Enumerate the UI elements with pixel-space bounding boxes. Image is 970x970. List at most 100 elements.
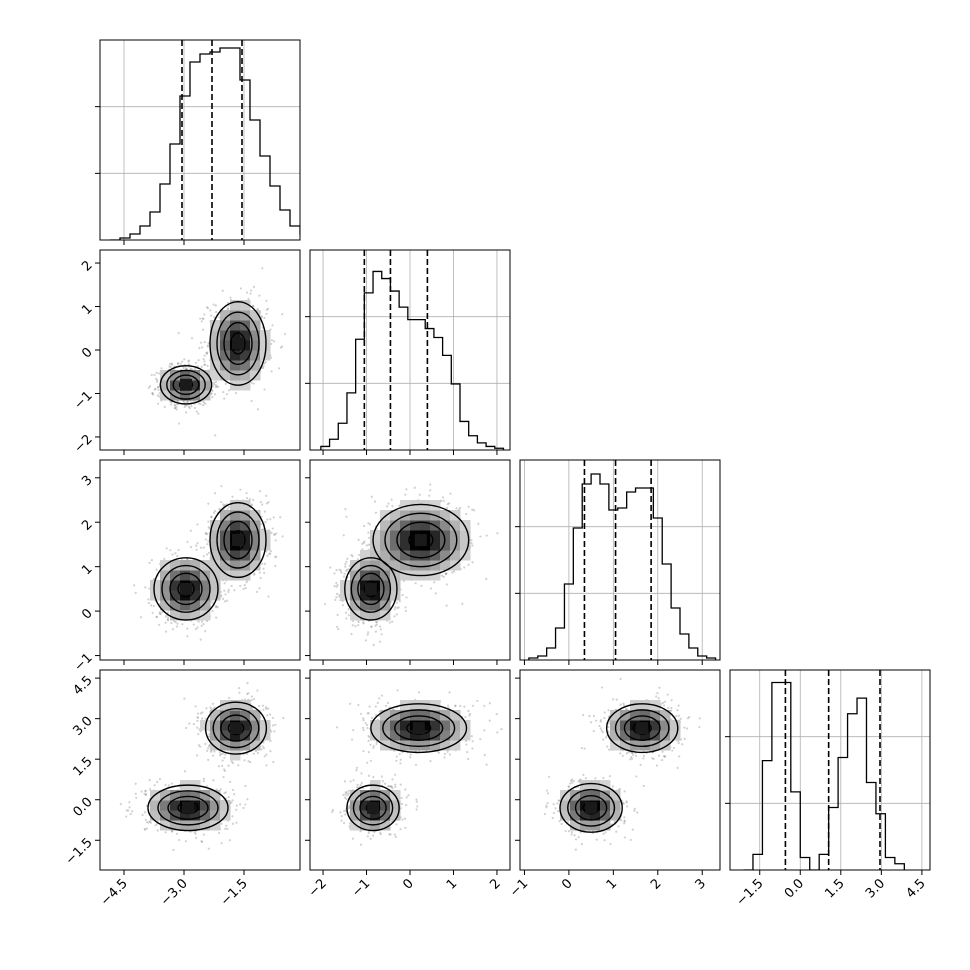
contour-2-1 bbox=[220, 714, 252, 742]
density-cell bbox=[420, 710, 431, 721]
density-cell bbox=[360, 790, 371, 801]
density-cell bbox=[160, 800, 171, 811]
density-cell bbox=[170, 820, 181, 831]
density-cell bbox=[220, 530, 231, 541]
density-cell bbox=[220, 370, 231, 381]
contour-1-1 bbox=[216, 511, 260, 569]
density-cell bbox=[190, 580, 201, 591]
density-cell bbox=[460, 530, 471, 541]
density-cell bbox=[220, 310, 231, 321]
density-cell bbox=[220, 540, 231, 551]
density-cell bbox=[170, 800, 181, 811]
density-cell bbox=[190, 570, 201, 581]
y-tick-label-1-3: 1 bbox=[79, 302, 95, 318]
density-cell bbox=[220, 320, 231, 331]
density-cell bbox=[390, 800, 401, 811]
density-cell bbox=[590, 810, 601, 821]
density-cell bbox=[610, 800, 621, 811]
density-cell bbox=[170, 370, 181, 381]
density-cell bbox=[390, 810, 401, 821]
density-cell bbox=[240, 530, 251, 541]
contour-2-0 bbox=[359, 795, 387, 820]
density-cell bbox=[650, 720, 661, 731]
density-cell bbox=[440, 510, 451, 521]
density-cell bbox=[400, 520, 411, 531]
y-tick-label-1-2: 0 bbox=[79, 345, 95, 361]
density-cell bbox=[390, 730, 401, 741]
contour-0-1 bbox=[204, 701, 268, 755]
density-cell bbox=[160, 590, 171, 601]
x-tick-label-2-3: 2 bbox=[648, 876, 664, 892]
density-cell bbox=[160, 570, 171, 581]
contour-0-1 bbox=[605, 703, 679, 754]
contour-1-1 bbox=[382, 709, 456, 748]
density-cell bbox=[210, 520, 221, 531]
density-cell bbox=[180, 610, 191, 621]
density-cell bbox=[600, 780, 611, 791]
density-cell bbox=[650, 740, 661, 751]
x-tick-label-0-0: −4.5 bbox=[98, 876, 131, 909]
density-cell bbox=[250, 510, 261, 521]
density-cell bbox=[250, 730, 261, 741]
density-cell bbox=[420, 550, 431, 561]
density-cell bbox=[240, 560, 251, 571]
contour-1-0 bbox=[157, 790, 219, 826]
density-cell bbox=[360, 590, 371, 601]
density-cell bbox=[220, 350, 231, 361]
density-cell bbox=[160, 790, 171, 801]
density-cell bbox=[380, 550, 391, 561]
density-cell bbox=[350, 590, 361, 601]
x-tick-label-2-4: 3 bbox=[693, 876, 709, 892]
density-cell bbox=[160, 580, 171, 591]
density-cell bbox=[360, 800, 371, 811]
contour-1-0 bbox=[352, 790, 394, 826]
density-cell bbox=[630, 710, 641, 721]
density-cell bbox=[210, 590, 221, 601]
density-cell bbox=[460, 540, 471, 551]
density-cell bbox=[220, 520, 231, 531]
density-cell bbox=[210, 720, 221, 731]
density-cell bbox=[590, 790, 601, 801]
scatter-panel-0-3 bbox=[119, 681, 285, 852]
x-tick-label-3-1: 0.0 bbox=[782, 876, 807, 901]
density-cell bbox=[210, 340, 221, 351]
density-cell bbox=[370, 730, 381, 741]
density-cell bbox=[170, 580, 181, 591]
density-cell bbox=[440, 730, 451, 741]
density-cell bbox=[190, 390, 201, 401]
density-cell bbox=[600, 790, 611, 801]
density-cell bbox=[570, 820, 581, 831]
density-cell bbox=[620, 710, 631, 721]
density-cell bbox=[190, 800, 201, 811]
density-cell bbox=[400, 540, 411, 551]
density-cell bbox=[170, 810, 181, 821]
density-cell bbox=[210, 800, 221, 811]
density-cell bbox=[370, 550, 381, 561]
density-cell bbox=[240, 360, 251, 371]
density-cell bbox=[250, 340, 261, 351]
density-cell bbox=[250, 350, 261, 361]
density-cell bbox=[390, 570, 401, 581]
density-core-0 bbox=[367, 801, 380, 814]
x-tick-label-3-4: 4.5 bbox=[903, 876, 928, 901]
x-tick-label-1-3: 1 bbox=[444, 876, 460, 892]
density-cell bbox=[250, 360, 261, 371]
density-cell bbox=[430, 530, 441, 541]
contour-2-1 bbox=[623, 715, 661, 741]
density-cell bbox=[640, 730, 651, 741]
contour-3-1 bbox=[230, 529, 246, 551]
density-cell bbox=[210, 710, 221, 721]
density-cell bbox=[370, 720, 381, 731]
x-tick-label-2-2: 1 bbox=[604, 876, 620, 892]
density-cell bbox=[670, 730, 681, 741]
density-cell bbox=[380, 570, 391, 581]
density-cell bbox=[210, 360, 221, 371]
density-cell bbox=[230, 700, 241, 711]
density-cell bbox=[250, 740, 261, 751]
density-cell bbox=[380, 710, 391, 721]
density-cell bbox=[410, 710, 421, 721]
x-tick-label-2-1: 0 bbox=[559, 876, 575, 892]
contour-0-0 bbox=[159, 364, 213, 405]
density-cell bbox=[360, 550, 371, 561]
